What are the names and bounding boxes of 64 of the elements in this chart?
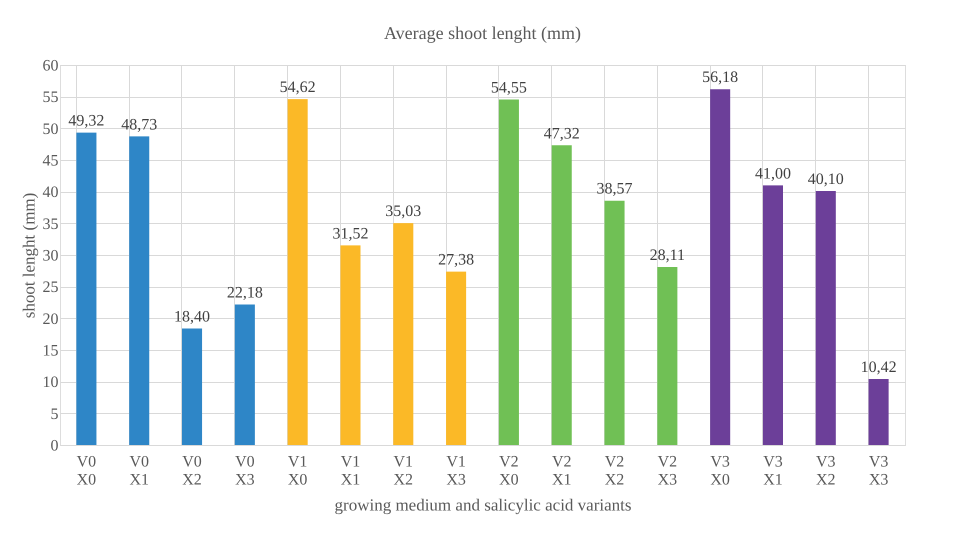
y-tick-label: 30 bbox=[42, 248, 58, 264]
data-label: 54,62 bbox=[280, 79, 316, 96]
x-tick-label: V2 X3 bbox=[658, 454, 678, 488]
x-tick-label: V2 X2 bbox=[604, 454, 624, 488]
y-tick-label: 25 bbox=[42, 279, 58, 296]
bar bbox=[393, 223, 414, 445]
data-label: 49,32 bbox=[68, 112, 104, 130]
x-tick-label: V0 X0 bbox=[76, 454, 96, 488]
bar bbox=[340, 245, 361, 445]
data-label: 38,57 bbox=[596, 180, 633, 198]
y-tick-label: 45 bbox=[42, 152, 58, 170]
bar bbox=[234, 304, 255, 445]
y-tick-label: 50 bbox=[42, 120, 58, 138]
y-tick-label: 40 bbox=[42, 184, 58, 202]
chart-title: Average shoot lenght (mm) bbox=[384, 23, 582, 43]
x-tick-label: V2 X0 bbox=[499, 454, 519, 488]
data-label: 56,18 bbox=[702, 69, 738, 86]
bar bbox=[816, 191, 836, 445]
bar bbox=[288, 99, 308, 445]
y-tick-label: 10 bbox=[42, 374, 58, 392]
data-label: 47,32 bbox=[544, 125, 580, 142]
data-label: 27,38 bbox=[438, 252, 474, 269]
x-tick-label: V1 X1 bbox=[340, 454, 360, 488]
x-tick-label: V3 X0 bbox=[710, 454, 730, 488]
data-label: 10,42 bbox=[860, 359, 897, 376]
y-tick-label: 60 bbox=[42, 58, 58, 74]
bar bbox=[604, 200, 625, 445]
x-tick-label: V1 X0 bbox=[288, 454, 308, 488]
data-label: 31,52 bbox=[332, 225, 368, 242]
data-label: 28,11 bbox=[650, 246, 686, 264]
bar bbox=[710, 89, 730, 445]
bar bbox=[446, 272, 466, 445]
x-tick-label: V1 X3 bbox=[446, 454, 466, 488]
x-tick-label: V0 X3 bbox=[235, 454, 255, 488]
x-tick-label: V0 X2 bbox=[182, 454, 202, 488]
data-label: 22,18 bbox=[226, 284, 263, 302]
y-tick-label: 55 bbox=[42, 89, 58, 106]
x-tick-label: V2 X1 bbox=[552, 454, 572, 488]
data-label: 40,10 bbox=[808, 171, 844, 188]
data-label: 54,55 bbox=[490, 80, 527, 97]
y-axis-title: shoot lenght (mm) bbox=[20, 192, 38, 318]
x-tick-label: V3 X1 bbox=[763, 454, 783, 488]
bar bbox=[868, 379, 889, 445]
bar bbox=[657, 266, 678, 445]
y-tick-label: 5 bbox=[50, 406, 58, 423]
bar bbox=[76, 132, 96, 445]
y-tick-label: 20 bbox=[42, 310, 58, 328]
x-tick-label: V3 X2 bbox=[816, 454, 836, 488]
bar bbox=[762, 185, 784, 445]
x-axis-title: growing medium and salicylic acid variants bbox=[334, 496, 632, 514]
y-tick-label: 35 bbox=[42, 216, 58, 233]
y-tick-label: 0 bbox=[50, 438, 58, 454]
bar bbox=[552, 145, 572, 445]
data-label: 48,73 bbox=[121, 116, 158, 134]
bar bbox=[498, 100, 519, 445]
data-label: 18,40 bbox=[174, 308, 210, 326]
y-tick-label: 15 bbox=[42, 342, 58, 360]
x-tick-label: V0 X1 bbox=[129, 454, 149, 488]
bar bbox=[129, 136, 150, 445]
data-label: 35,03 bbox=[385, 203, 422, 220]
x-tick-label: V1 X2 bbox=[394, 454, 414, 488]
bar bbox=[182, 328, 202, 445]
x-tick-label: V3 X3 bbox=[868, 454, 888, 488]
data-label: 41,00 bbox=[754, 165, 791, 182]
